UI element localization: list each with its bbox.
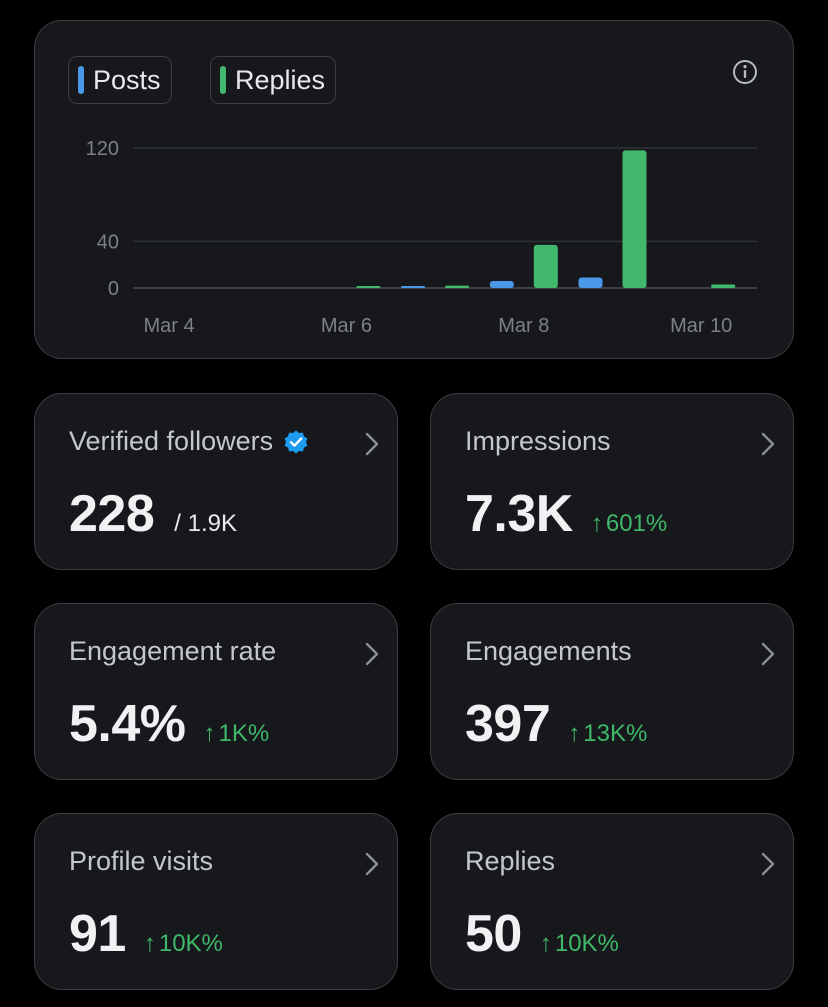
- x-tick-label: Mar 4: [143, 315, 194, 337]
- arrow-up-icon: ↑: [143, 930, 156, 957]
- stat-label: Replies: [465, 846, 556, 876]
- stat-value: 5.4%: [69, 695, 186, 753]
- y-tick-label: 0: [108, 278, 119, 300]
- stat-label: Verified followers: [69, 426, 274, 456]
- y-tick-label: 120: [86, 138, 119, 160]
- chevron-right-icon: [761, 642, 775, 666]
- bar-replies-mar-7[interactable]: [445, 285, 470, 288]
- stat-delta: ↑ 10K%: [144, 930, 223, 958]
- stat-delta-value: 13K%: [583, 720, 648, 747]
- stat-card-profile-visits[interactable]: Profile visits 91 ↑ 10K%: [34, 813, 398, 990]
- stat-card-impressions[interactable]: Impressions 7.3K ↑ 601%: [430, 393, 794, 570]
- bar-replies-mar-9[interactable]: [622, 150, 647, 288]
- stat-label: Impressions: [465, 426, 611, 456]
- bar-posts-mar-7[interactable]: [401, 286, 426, 288]
- stat-value: 397: [465, 695, 551, 753]
- stat-delta-value: 10K%: [158, 930, 223, 957]
- stat-label: Engagement rate: [69, 636, 277, 666]
- arrow-up-icon: ↑: [203, 720, 216, 747]
- info-icon[interactable]: [732, 59, 758, 85]
- y-tick-label: 40: [97, 231, 119, 253]
- chevron-right-icon: [761, 852, 775, 876]
- legend-replies-label: Replies: [235, 64, 326, 95]
- stat-value: 228: [69, 485, 155, 543]
- verified-badge-icon: [284, 430, 308, 453]
- replies-swatch: [220, 66, 226, 94]
- x-tick-label: Mar 6: [321, 315, 372, 337]
- stat-delta-value: 601%: [605, 510, 668, 537]
- stat-label: Profile visits: [69, 846, 214, 876]
- stat-delta: ↑ 1K%: [204, 720, 270, 748]
- stat-delta-value: 1K%: [218, 720, 270, 747]
- stat-value: 91: [69, 905, 126, 963]
- activity-chart-card: Posts Replies 0 40 120 Mar 4 Mar 6 Mar 8 Mar 1…: [34, 20, 794, 359]
- bar-replies-mar-10[interactable]: [711, 284, 736, 289]
- bar-posts-mar-8[interactable]: [489, 281, 514, 288]
- x-tick-label: Mar 8: [498, 315, 549, 337]
- stat-card-verified-followers[interactable]: Verified followers 228 / 1.9K: [34, 393, 398, 570]
- stat-delta: ↑ 601%: [591, 510, 667, 538]
- legend-replies-toggle[interactable]: Replies: [210, 56, 337, 104]
- bar-chart: 0 40 120 Mar 4 Mar 6 Mar 8 Mar 10: [86, 138, 757, 337]
- stat-delta: ↑ 10K%: [540, 930, 619, 958]
- legend-posts-toggle[interactable]: Posts: [68, 56, 172, 104]
- stat-delta-value: 10K%: [554, 930, 619, 957]
- chevron-right-icon: [761, 432, 775, 456]
- legend-posts-label: Posts: [93, 64, 161, 95]
- chevron-right-icon: [365, 642, 379, 666]
- stat-total: / 1.9K: [174, 510, 237, 537]
- bar-replies-mar-8[interactable]: [533, 244, 558, 288]
- stat-card-replies[interactable]: Replies 50 ↑ 10K%: [430, 813, 794, 990]
- arrow-up-icon: ↑: [568, 720, 581, 747]
- stat-card-engagements[interactable]: Engagements 397 ↑ 13K%: [430, 603, 794, 780]
- stat-value: 50: [465, 905, 522, 963]
- chevron-right-icon: [365, 852, 379, 876]
- stat-value: 7.3K: [465, 485, 573, 543]
- stat-card-engagement-rate[interactable]: Engagement rate 5.4% ↑ 1K%: [34, 603, 398, 780]
- posts-swatch: [78, 66, 84, 94]
- arrow-up-icon: ↑: [590, 510, 603, 537]
- bar-replies-mar-6[interactable]: [356, 286, 381, 288]
- bar-posts-mar-9[interactable]: [578, 277, 603, 289]
- stat-delta: ↑ 13K%: [568, 720, 647, 748]
- stat-label: Engagements: [465, 636, 632, 666]
- arrow-up-icon: ↑: [539, 930, 552, 957]
- x-tick-label: Mar 10: [670, 315, 732, 337]
- chevron-right-icon: [365, 432, 379, 456]
